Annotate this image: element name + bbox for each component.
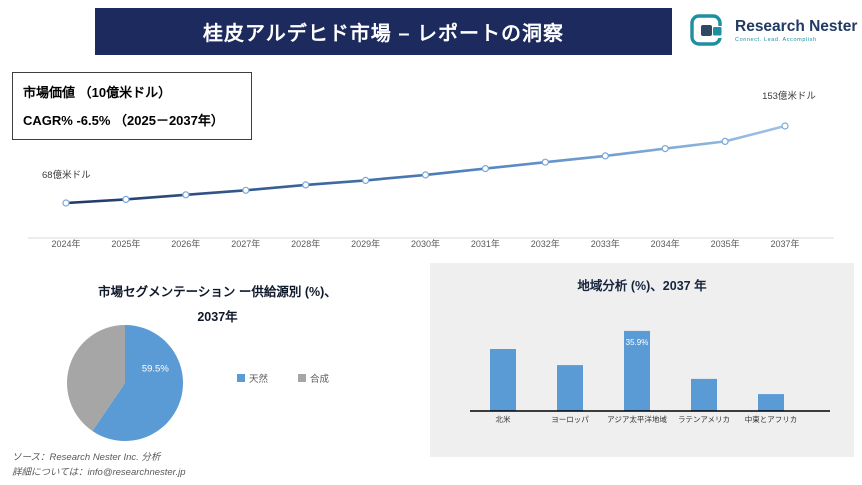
bar xyxy=(490,349,516,411)
supply-source-pie-chart: 59.5% xyxy=(67,325,184,441)
legend-item: 合成 xyxy=(298,371,329,385)
line-marker xyxy=(721,137,729,146)
x-tick-label: 2026年 xyxy=(171,238,200,249)
x-tick-label: 2033年 xyxy=(591,238,620,249)
page-title: 桂皮アルデヒド市場 – レポートの洞察 xyxy=(202,23,565,45)
logo-tagline: Connect. Lead. Accomplish xyxy=(735,37,817,44)
line-marker xyxy=(661,144,669,153)
x-tick-label: 2032年 xyxy=(531,238,560,249)
legend-item: 天然 xyxy=(237,371,268,385)
legend-swatch-icon xyxy=(298,374,307,382)
bar xyxy=(691,378,717,411)
legend-label: 天然 xyxy=(249,374,269,385)
regional-analysis-title: 地域分析 (%)、2037 年 xyxy=(577,279,707,293)
pie-legend: 天然 合成 xyxy=(237,371,329,385)
x-tick-label: 2031年 xyxy=(471,238,500,249)
footer-contact: 詳細については：info@researchnester.jp xyxy=(12,466,186,478)
line-marker xyxy=(362,176,370,185)
line-marker xyxy=(541,158,549,166)
x-tick-label: 2029年 xyxy=(351,238,380,249)
line-marker xyxy=(302,181,310,189)
market-value-line-chart: 2024年 2025年 2026年 2027年 2028年 2029年 2030年 2031年… xyxy=(28,90,834,249)
cagr-label: CAGR% -6.5% （2025－2037年） xyxy=(23,113,224,128)
bar xyxy=(758,394,784,411)
segmentation-title-line2: 2037年 xyxy=(197,310,238,324)
bar xyxy=(557,365,583,411)
bar-category-label: ラテンアメリカ xyxy=(678,415,730,424)
line-marker xyxy=(601,152,609,160)
bar xyxy=(624,330,650,411)
header-bar: 桂皮アルデヒド市場 – レポートの洞察 xyxy=(95,8,672,55)
regional-analysis-panel: 地域分析 (%)、2037 年 北米 ヨーロッパ アジア太平洋地域 35.9% ラテンア… xyxy=(430,263,854,457)
bar-category-label: 中東とアフリカ xyxy=(745,414,798,424)
legend-label: 合成 xyxy=(310,374,330,385)
pie-slice xyxy=(67,325,125,431)
market-value-label: 市場価値 （10億米ドル） xyxy=(23,85,172,100)
logo-text: Research Nester Connect. Lead. Accomplis… xyxy=(735,18,857,43)
line-marker xyxy=(182,191,190,199)
bar-data-label: 35.9% xyxy=(626,338,649,347)
line-marker xyxy=(481,164,489,173)
x-tick-label: 2037年 xyxy=(770,238,799,249)
line-marker xyxy=(242,186,250,194)
segmentation-title-line1: 市場セグメンテーション ー供給源別 (%)、 xyxy=(98,285,337,299)
line-marker xyxy=(122,195,130,204)
pie-data-label: 59.5% xyxy=(142,363,169,374)
bar-category-label: 北米 xyxy=(496,414,511,424)
x-tick-label: 2034年 xyxy=(651,238,680,249)
bar-category-label: アジア太平洋地域 xyxy=(607,414,667,424)
bar-category-label: ヨーロッパ xyxy=(551,415,589,424)
last-point-label: 153億米ドル xyxy=(762,90,816,102)
x-tick-label: 2030年 xyxy=(411,238,440,249)
research-nester-logo: Research Nester Connect. Lead. Accomplis… xyxy=(690,14,857,47)
footer: ソース：Research Nester Inc. 分析 詳細については：info… xyxy=(12,451,186,480)
first-point-label: 68億米ドル xyxy=(42,169,91,181)
segmentation-title: 市場セグメンテーション ー供給源別 (%)、 2037年 xyxy=(45,280,390,330)
x-tick-label: 2027年 xyxy=(231,238,260,249)
line-marker xyxy=(62,199,70,207)
footer-source: ソース：Research Nester Inc. 分析 xyxy=(12,452,161,463)
research-nester-logo-icon xyxy=(690,14,726,46)
legend-swatch-icon xyxy=(237,374,245,382)
regional-analysis-bar-chart: 北米 ヨーロッパ アジア太平洋地域 35.9% ラテンアメリカ 中東とアフリカ xyxy=(470,330,830,424)
line-marker xyxy=(781,122,789,130)
x-tick-label: 2028年 xyxy=(291,238,320,249)
x-tick-label: 2025年 xyxy=(111,238,140,249)
market-value-info-box: 市場価値 （10億米ドル） CAGR% -6.5% （2025－2037年） xyxy=(12,72,252,140)
x-tick-label: 2035年 xyxy=(711,238,740,249)
x-tick-label: 2024年 xyxy=(51,238,80,249)
pie-slice xyxy=(92,325,184,441)
line-marker xyxy=(421,171,430,179)
logo-name: Research Nester xyxy=(735,17,858,35)
line-series xyxy=(65,124,786,205)
